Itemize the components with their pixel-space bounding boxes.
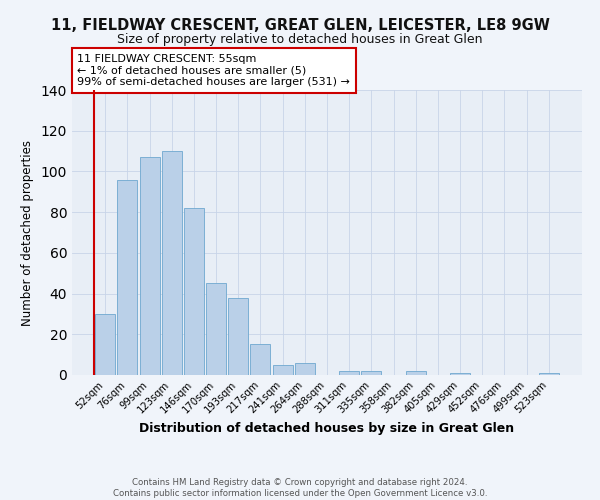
Bar — [228, 298, 248, 375]
Bar — [118, 180, 137, 375]
Text: 11 FIELDWAY CRESCENT: 55sqm
← 1% of detached houses are smaller (5)
99% of semi-: 11 FIELDWAY CRESCENT: 55sqm ← 1% of deta… — [77, 54, 350, 87]
Bar — [184, 208, 204, 375]
Text: Contains HM Land Registry data © Crown copyright and database right 2024.
Contai: Contains HM Land Registry data © Crown c… — [113, 478, 487, 498]
Bar — [95, 314, 115, 375]
Bar — [295, 363, 315, 375]
Bar — [361, 371, 382, 375]
Bar — [272, 365, 293, 375]
Bar — [406, 371, 426, 375]
Bar — [140, 157, 160, 375]
Bar — [339, 371, 359, 375]
Bar — [539, 373, 559, 375]
Bar — [206, 284, 226, 375]
Bar — [450, 373, 470, 375]
Y-axis label: Number of detached properties: Number of detached properties — [21, 140, 34, 326]
Bar — [162, 151, 182, 375]
Bar — [250, 344, 271, 375]
X-axis label: Distribution of detached houses by size in Great Glen: Distribution of detached houses by size … — [139, 422, 515, 436]
Text: Size of property relative to detached houses in Great Glen: Size of property relative to detached ho… — [117, 32, 483, 46]
Text: 11, FIELDWAY CRESCENT, GREAT GLEN, LEICESTER, LE8 9GW: 11, FIELDWAY CRESCENT, GREAT GLEN, LEICE… — [50, 18, 550, 32]
